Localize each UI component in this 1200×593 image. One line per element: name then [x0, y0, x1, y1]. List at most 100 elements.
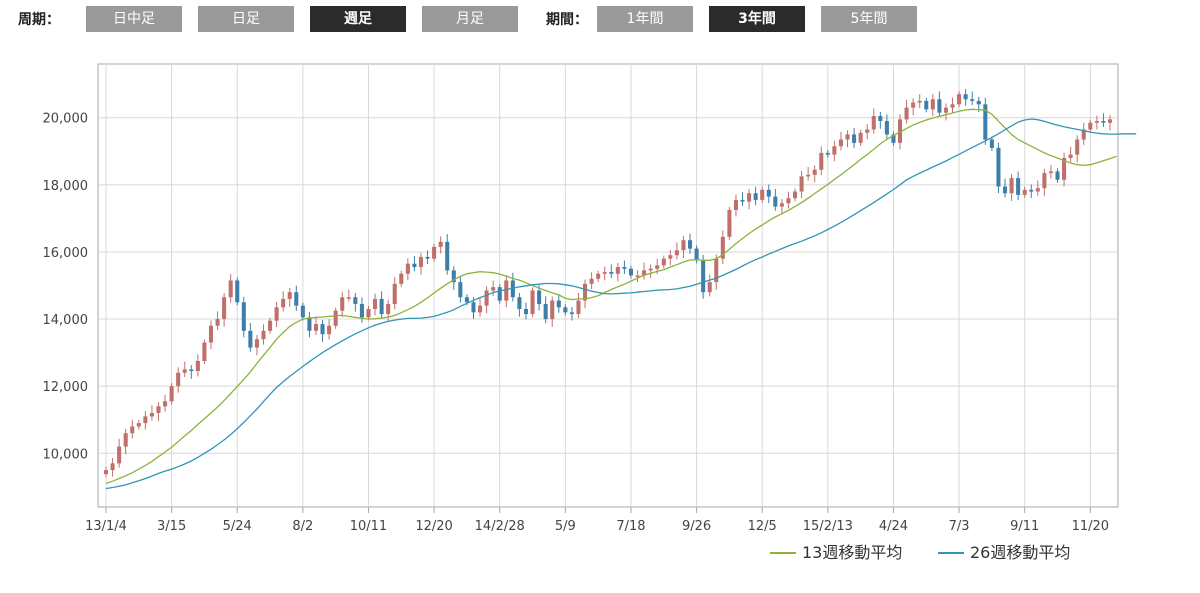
- candle-up: [1035, 188, 1040, 192]
- candle-down: [753, 193, 758, 200]
- candle-up: [504, 280, 509, 301]
- candle-up: [169, 386, 174, 402]
- candle-up: [845, 134, 850, 140]
- candle-up: [366, 308, 371, 318]
- range-button-1y[interactable]: 1年間: [597, 6, 693, 32]
- candle-up: [806, 174, 811, 177]
- legend-swatch-ma13: [770, 552, 796, 554]
- candle-down: [189, 369, 194, 372]
- candle-down: [976, 100, 981, 105]
- candle-up: [707, 282, 712, 293]
- candle-down: [523, 308, 529, 315]
- candle-down: [701, 260, 706, 293]
- x-tick-label: 15/2/13: [803, 519, 853, 534]
- candle-up: [733, 199, 738, 210]
- chart-controls: 周期： 日中足 日足 週足 月足 期間： 1年間 3年間 5年間: [0, 0, 1200, 40]
- candle-up: [1075, 139, 1080, 155]
- candle-up: [373, 298, 378, 309]
- candle-down: [609, 272, 614, 274]
- plot-frame: [97, 63, 1119, 508]
- period-button-monthly[interactable]: 月足: [422, 6, 518, 32]
- candle-down: [878, 116, 883, 122]
- candle-up: [228, 280, 233, 298]
- candle-up: [530, 290, 535, 315]
- candle-up: [1094, 121, 1099, 123]
- candle-down: [497, 287, 502, 301]
- candle-up: [1088, 122, 1093, 130]
- candle-up: [838, 139, 843, 147]
- candle-up: [1062, 157, 1067, 180]
- candle-up: [346, 297, 351, 299]
- candle-up: [576, 300, 581, 315]
- candle-up: [484, 290, 489, 306]
- range-button-5y[interactable]: 5年間: [821, 6, 917, 32]
- candle-up: [1009, 178, 1014, 194]
- candle-up: [103, 470, 109, 475]
- candle-down: [740, 199, 745, 202]
- period-button-daily[interactable]: 日足: [198, 6, 294, 32]
- x-tick-label: 5/24: [223, 519, 252, 534]
- candle-up: [917, 100, 922, 103]
- x-tick-label: 7/3: [949, 519, 970, 534]
- candle-up: [123, 433, 128, 447]
- candle-up: [117, 446, 122, 464]
- candle-up: [432, 246, 437, 259]
- candle-up: [386, 303, 391, 315]
- candle-up: [208, 325, 214, 343]
- x-tick-label: 14/2/28: [475, 519, 525, 534]
- candle-up: [254, 339, 259, 348]
- candle-down: [1002, 186, 1008, 194]
- candle-up: [222, 297, 227, 320]
- candle-down: [970, 99, 975, 101]
- candle-down: [996, 147, 1001, 187]
- x-tick-label: 8/2: [292, 519, 313, 534]
- candle-down: [963, 94, 968, 100]
- candle-up: [405, 263, 410, 274]
- period-button-intraday[interactable]: 日中足: [86, 6, 182, 32]
- candle-up: [392, 283, 397, 304]
- candle-down: [471, 302, 476, 313]
- candle-up: [786, 198, 791, 204]
- candle-up: [261, 330, 266, 340]
- legend-swatch-ma26: [938, 552, 964, 554]
- candle-up: [661, 258, 666, 266]
- x-tick-label: 13/1/4: [85, 519, 127, 534]
- candle-up: [904, 107, 909, 120]
- candle-up: [313, 324, 319, 331]
- x-tick-label: 10/11: [350, 519, 387, 534]
- ma13-line: [105, 108, 1117, 485]
- candle-up: [714, 258, 719, 283]
- legend-label-ma13: 13週移動平均: [802, 543, 903, 562]
- x-tick-label: 4/24: [879, 519, 908, 534]
- candle-down: [766, 189, 771, 197]
- candle-down: [307, 317, 312, 331]
- candle-down: [412, 263, 417, 268]
- candle-down: [379, 298, 384, 315]
- candle-up: [195, 361, 200, 372]
- candle-up: [648, 268, 653, 271]
- candle-down: [924, 100, 929, 110]
- x-tick-label: 9/26: [682, 519, 711, 534]
- range-button-3y[interactable]: 3年間: [709, 6, 805, 32]
- period-label: 周期：: [18, 12, 60, 28]
- candle-up: [897, 119, 903, 143]
- candle-up: [832, 146, 837, 155]
- candle-up: [950, 104, 955, 108]
- candle-down: [517, 297, 522, 309]
- candle-up: [635, 275, 640, 277]
- x-tick-label: 12/20: [415, 519, 452, 534]
- x-tick-label: 9/11: [1010, 519, 1039, 534]
- candle-down: [241, 302, 246, 331]
- candle-up: [865, 129, 870, 133]
- period-button-weekly[interactable]: 週足: [310, 6, 406, 32]
- x-tick-label: 5/9: [555, 519, 576, 534]
- candle-up: [655, 265, 660, 269]
- candle-up: [747, 193, 752, 202]
- candle-up: [274, 307, 279, 321]
- candle-up: [281, 298, 286, 308]
- candle-up: [602, 272, 607, 274]
- candle-up: [812, 169, 817, 175]
- candle-down: [353, 297, 358, 304]
- x-tick-label: 12/5: [748, 519, 777, 534]
- candle-down: [235, 280, 240, 303]
